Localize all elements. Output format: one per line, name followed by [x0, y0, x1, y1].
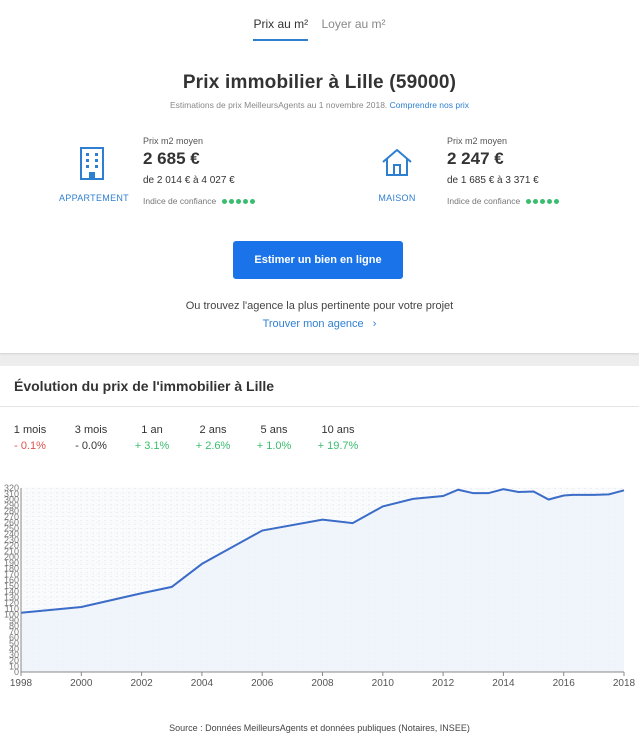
y-tick-label: 130 [4, 592, 19, 602]
evolution-title: Évolution du prix de l'immobilier à Lill… [14, 378, 275, 394]
x-tick-label: 2010 [372, 678, 395, 689]
appartement-price-label: Prix m2 moyen [143, 136, 204, 146]
maison-label: MAISON [378, 193, 416, 203]
y-tick-label: 150 [4, 581, 19, 591]
y-tick-label: 180 [4, 564, 19, 574]
appartement-price-block: Prix m2 moyen 2 685 € de 2 014 € à 4 027… [143, 136, 257, 206]
divider [0, 406, 639, 407]
y-tick-label: 0 [14, 667, 19, 677]
x-tick-label: 2016 [553, 678, 576, 689]
y-tick-label: 280 [4, 506, 19, 516]
y-tick-label: 300 [4, 495, 19, 505]
find-agency-label[interactable]: Trouver mon agence [262, 318, 364, 330]
period-3-mois[interactable]: 3 mois - 0.0% [74, 424, 108, 452]
y-tick-label: 270 [4, 512, 19, 522]
period-1-an[interactable]: 1 an + 3.1% [134, 424, 170, 452]
confidence-label: Indice de confiance [447, 196, 521, 206]
y-tick-label: 10 [9, 661, 19, 671]
y-tick-label: 140 [4, 587, 19, 597]
x-tick-label: 2014 [492, 678, 515, 689]
y-tick-label: 240 [4, 529, 19, 539]
maison-range: de 1 685 € à 3 371 € [447, 175, 539, 186]
y-tick-label: 190 [4, 558, 19, 568]
series-line [20, 488, 625, 614]
house-icon [381, 147, 413, 182]
x-tick-label: 2004 [191, 678, 214, 689]
y-tick-label: 100 [4, 610, 19, 620]
x-tick-label: 2012 [432, 678, 455, 689]
y-tick-label: 320 [4, 483, 19, 493]
y-tick-label: 90 [9, 615, 19, 625]
y-tick-label: 200 [4, 552, 19, 562]
y-tick-label: 220 [4, 541, 19, 551]
price-tabs: Prix au m² Loyer au m² [0, 17, 639, 41]
y-tick-label: 60 [9, 633, 19, 643]
y-tick-label: 290 [4, 500, 19, 510]
appartement-price: 2 685 € [143, 149, 200, 168]
y-tick-label: 20 [9, 656, 19, 666]
maison-price: 2 247 € [447, 149, 504, 168]
y-tick-label: 250 [4, 523, 19, 533]
find-agency-link[interactable]: Trouver mon agence › [0, 318, 639, 330]
page-title: Prix immobilier à Lille (59000) [182, 72, 457, 93]
maison-price-label: Prix m2 moyen [447, 136, 508, 146]
y-tick-label: 40 [9, 644, 19, 654]
x-tick-label: 1998 [10, 678, 33, 689]
tab-loyer[interactable]: Loyer au m² [321, 17, 386, 31]
y-tick-label: 80 [9, 621, 19, 631]
price-card: Prix au m² Loyer au m² Prix immobilier à… [0, 0, 639, 353]
maison-price-block: Prix m2 moyen 2 247 € de 1 685 € à 3 371… [447, 136, 561, 206]
chart-source: Source : Données MeilleursAgents et donn… [169, 723, 470, 733]
y-tick-label: 120 [4, 598, 19, 608]
building-icon [78, 145, 106, 186]
understand-prices-link[interactable]: Comprendre nos prix [389, 100, 470, 110]
subtitle-text: Estimations de prix MeilleursAgents au 1… [169, 100, 388, 110]
x-tick-label: 2000 [70, 678, 93, 689]
price-evolution-chart: 0102030405060708090100110120130140150160… [4, 483, 636, 689]
x-tick-label: 2018 [613, 678, 636, 689]
x-tick-label: 2002 [130, 678, 153, 689]
chevron-right-icon: › [372, 318, 377, 330]
y-tick-label: 50 [9, 638, 19, 648]
confidence-dots [526, 198, 561, 204]
evolution-card: Évolution du prix de l'immobilier à Lill… [0, 366, 639, 743]
estimate-subtitle: Estimations de prix MeilleursAgents au 1… [0, 100, 639, 110]
appartement-confidence: Indice de confiance [143, 196, 257, 206]
period-5-ans[interactable]: 5 ans + 1.0% [256, 424, 292, 452]
agency-prompt: Ou trouvez l'agence la plus pertinente p… [185, 300, 454, 312]
maison-confidence: Indice de confiance [447, 196, 561, 206]
appartement-range: de 2 014 € à 4 027 € [143, 175, 235, 186]
y-tick-label: 210 [4, 546, 19, 556]
x-tick-label: 2006 [251, 678, 274, 689]
estimate-button[interactable]: Estimer un bien en ligne [233, 241, 403, 279]
tab-prix[interactable]: Prix au m² [253, 17, 309, 41]
y-tick-label: 170 [4, 569, 19, 579]
appartement-label: APPARTEMENT [59, 193, 129, 203]
y-tick-label: 260 [4, 518, 19, 528]
y-tick-label: 30 [9, 650, 19, 660]
confidence-label: Indice de confiance [143, 196, 217, 206]
period-10-ans[interactable]: 10 ans + 19.7% [317, 424, 359, 452]
y-tick-label: 160 [4, 575, 19, 585]
y-tick-label: 70 [9, 627, 19, 637]
y-tick-label: 310 [4, 489, 19, 499]
x-tick-label: 2008 [311, 678, 334, 689]
y-tick-label: 110 [5, 604, 19, 614]
y-tick-label: 230 [4, 535, 19, 545]
period-2-ans[interactable]: 2 ans + 2.6% [195, 424, 231, 452]
period-1-mois[interactable]: 1 mois - 0.1% [13, 424, 47, 452]
series-area [21, 489, 624, 672]
confidence-dots [222, 198, 257, 204]
